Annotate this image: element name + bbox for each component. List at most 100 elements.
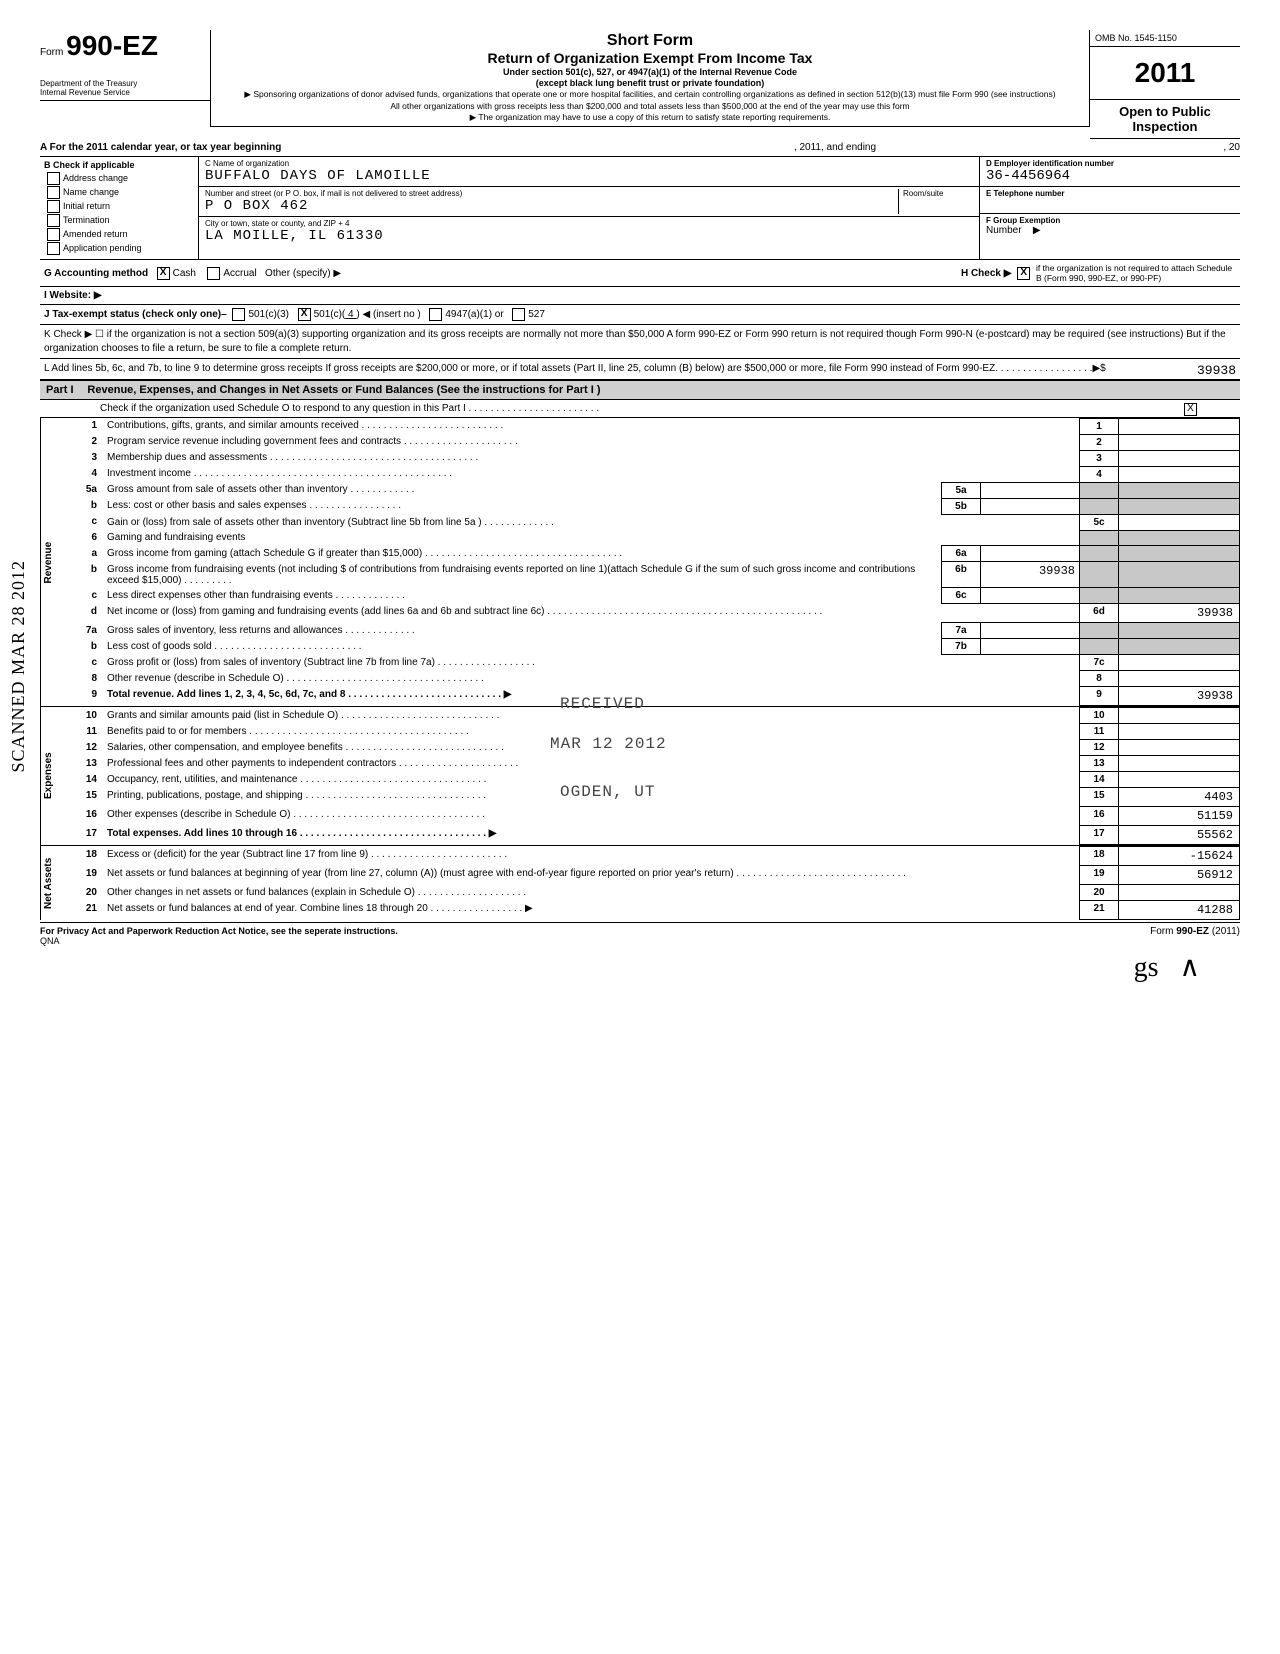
revenue-label: Revenue (40, 418, 67, 707)
line-5a: Gross amount from sale of assets other t… (103, 482, 942, 498)
signature-mark: gs ∧ (40, 950, 1240, 984)
line-7a: Gross sales of inventory, less returns a… (103, 623, 942, 639)
c-city-label: City or town, state or county, and ZIP +… (205, 219, 973, 228)
line-20: Other changes in net assets or fund bala… (103, 885, 1080, 901)
part1-check-text: Check if the organization used Schedule … (100, 403, 599, 414)
line-1: Contributions, gifts, grants, and simila… (103, 418, 1080, 434)
omb-number: OMB No. 1545-1150 (1090, 30, 1240, 47)
arrow-icon (1030, 225, 1044, 236)
org-address: P O BOX 462 (205, 198, 898, 214)
subtitle-code: Under section 501(c), 527, or 4947(a)(1)… (221, 67, 1079, 77)
footer-privacy: For Privacy Act and Paperwork Reduction … (40, 926, 398, 936)
line-19: Net assets or fund balances at beginning… (103, 866, 1080, 885)
netassets-label: Net Assets (40, 846, 67, 920)
received-stamp: RECEIVED (560, 695, 645, 713)
col-c-name-addr: C Name of organization BUFFALO DAYS OF L… (199, 157, 979, 259)
g-cash: Cash (173, 268, 196, 279)
line-6b: Gross income from fundraising events (no… (103, 562, 942, 588)
line-6d: Net income or (loss) from gaming and fun… (103, 604, 1080, 623)
c-addr-label: Number and street (or P O. box, if mail … (205, 189, 898, 198)
chk-address-change[interactable]: Address change (44, 172, 194, 185)
title-short-form: Short Form (221, 32, 1079, 50)
line-j: J Tax-exempt status (check only one)– 50… (40, 305, 1240, 325)
netassets-section: Net Assets 18Excess or (deficit) for the… (40, 845, 1240, 920)
c-name-label: C Name of organization (205, 159, 973, 168)
revenue-section: Revenue 1Contributions, gifts, grants, a… (40, 418, 1240, 707)
line-7c: Gross profit or (loss) from sales of inv… (103, 655, 1080, 671)
footer: For Privacy Act and Paperwork Reduction … (40, 922, 1240, 946)
e-label: E Telephone number (986, 189, 1065, 198)
part1-header: Part I Revenue, Expenses, and Changes in… (40, 380, 1240, 400)
subtitle-except: (except black lung benefit trust or priv… (221, 78, 1079, 88)
line-17: Total expenses. Add lines 10 through 16 … (103, 826, 1080, 845)
line-other-orgs: All other organizations with gross recei… (221, 101, 1079, 111)
line-a: A For the 2011 calendar year, or tax yea… (40, 139, 1240, 157)
chk-name-change[interactable]: Name change (44, 186, 194, 199)
chk-4947[interactable] (429, 308, 442, 321)
line-6a: Gross income from gaming (attach Schedul… (103, 546, 942, 562)
chk-amended[interactable]: Amended return (44, 228, 194, 241)
line-8: Other revenue (describe in Schedule O) .… (103, 671, 1080, 687)
col-def: D Employer identification number 36-4456… (979, 157, 1240, 259)
g-other: Other (specify) ▶ (265, 268, 341, 279)
chk-initial-return[interactable]: Initial return (44, 200, 194, 213)
d-label: D Employer identification number (986, 159, 1114, 168)
dept-line2: Internal Revenue Service (40, 89, 210, 98)
f-label2: Number (986, 225, 1022, 236)
title-return: Return of Organization Exempt From Incom… (221, 50, 1079, 66)
line-a-right: , 20 (970, 142, 1240, 153)
j-label: J Tax-exempt status (check only one)– (44, 309, 227, 320)
j-4947: 4947(a)(1) or (445, 309, 503, 320)
line-5c: Gain or (loss) from sale of assets other… (103, 514, 1080, 530)
form-header: Form 990-EZ Department of the Treasury I… (40, 30, 1240, 139)
expenses-label: Expenses (40, 707, 67, 845)
line-i: I Website: ▶ (40, 287, 1240, 305)
chk-termination[interactable]: Termination (44, 214, 194, 227)
b-header: B Check if applicable (44, 160, 194, 170)
scanned-stamp: SCANNED MAR 28 2012 (8, 560, 29, 773)
g-accrual: Accrual (223, 268, 256, 279)
chk-schedule-o[interactable]: X (1184, 403, 1197, 416)
open-public-2: Inspection (1090, 119, 1240, 134)
h-note: if the organization is not required to a… (1036, 263, 1236, 283)
part1-label: Part I (46, 384, 74, 396)
chk-accrual[interactable] (207, 267, 220, 280)
line-18: Excess or (deficit) for the year (Subtra… (103, 847, 1080, 866)
j-501c-num: 4 (348, 309, 354, 320)
line-6c: Less direct expenses other than fundrais… (103, 588, 942, 604)
chk-501c[interactable] (298, 308, 311, 321)
part1-title: Revenue, Expenses, and Changes in Net As… (87, 384, 600, 396)
line-6: Gaming and fundraising events (103, 530, 1080, 546)
tax-year: 2011 (1090, 47, 1240, 100)
chk-h[interactable] (1017, 267, 1030, 280)
form-prefix: Form (40, 47, 63, 58)
line-21: Net assets or fund balances at end of ye… (103, 901, 1080, 920)
l-text: L Add lines 5b, 6c, and 7b, to line 9 to… (44, 363, 1106, 374)
org-city: LA MOILLE, IL 61330 (205, 228, 973, 244)
j-501c: 501(c)( (314, 309, 346, 320)
chk-501c3[interactable] (232, 308, 245, 321)
f-label: F Group Exemption (986, 216, 1060, 225)
c-room-label: Room/suite (903, 189, 973, 198)
g-label: G Accounting method (44, 268, 148, 279)
bullet-copy: The organization may have to use a copy … (221, 112, 1079, 123)
chk-cash[interactable] (157, 267, 170, 280)
chk-application-pending[interactable]: Application pending (44, 242, 194, 255)
line-g-h: G Accounting method Cash Accrual Other (… (40, 260, 1240, 287)
footer-qna: QNA (40, 936, 60, 946)
chk-527[interactable] (512, 308, 525, 321)
ein-value: 36-4456964 (986, 168, 1234, 184)
col-b-checks: B Check if applicable Address change Nam… (40, 157, 199, 259)
j-527: 527 (528, 309, 545, 320)
line-5b: Less: cost or other basis and sales expe… (103, 498, 942, 514)
line-k: K Check ▶ ☐ if the organization is not a… (40, 325, 1240, 359)
line-2: Program service revenue including govern… (103, 434, 1080, 450)
line-4: Investment income . . . . . . . . . . . … (103, 466, 1080, 482)
section-bcdef: B Check if applicable Address change Nam… (40, 157, 1240, 260)
line-a-mid: , 2011, and ending (700, 142, 970, 153)
footer-form: Form 990-EZ (2011) (1150, 926, 1240, 946)
bullet-sponsoring: Sponsoring organizations of donor advise… (221, 89, 1079, 100)
i-label: I Website: ▶ (44, 290, 102, 301)
line-13: Professional fees and other payments to … (103, 756, 1080, 772)
l-amount: 39938 (1197, 362, 1236, 380)
